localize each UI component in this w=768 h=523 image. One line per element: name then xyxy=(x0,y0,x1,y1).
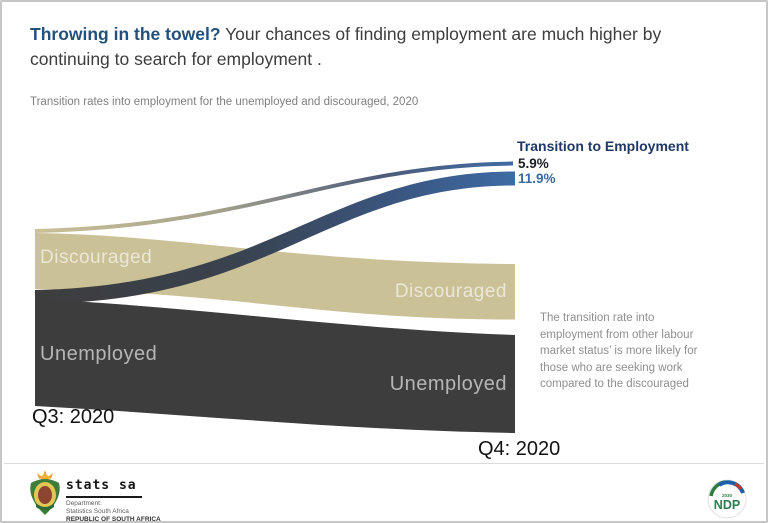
node-label-discouraged-q3: Discouraged xyxy=(40,247,153,268)
coat-of-arms-icon xyxy=(30,470,60,515)
ndp-label-text: NDP xyxy=(714,498,740,512)
legend-title: Transition to Employment xyxy=(517,138,689,154)
chart-subtitle: Transition rates into employment for the… xyxy=(30,96,419,108)
stats-sa-dept-line2: Statistics South Africa xyxy=(66,507,129,515)
stats-sa-rule xyxy=(66,496,142,498)
stats-sa-dept-line3: REPUBLIC OF SOUTH AFRICA xyxy=(66,515,161,523)
page-title: Throwing in the towel? Your chances of f… xyxy=(30,22,742,72)
legend-value-discouraged: 5.9% xyxy=(518,156,549,171)
footer-divider xyxy=(4,463,764,464)
flow-discouraged-to-discouraged xyxy=(35,233,515,320)
node-label-discouraged-q4: Discouraged xyxy=(394,281,507,302)
ndp-year-text: 2030 xyxy=(722,493,733,498)
stats-sa-logo: stats sa Department: Statistics South Af… xyxy=(66,478,161,523)
node-label-unemployed-q4: Unemployed xyxy=(389,373,507,395)
flow-discouraged-to-employment xyxy=(35,161,513,233)
axis-label-q3-2020: Q3: 2020 xyxy=(32,406,115,428)
legend-value-unemployed: 11.9% xyxy=(518,171,556,186)
ndp-logo-icon: 2030 NDP xyxy=(707,479,747,519)
flow-unemployed-to-employment xyxy=(35,171,515,304)
axis-label-q4-2020: Q4: 2020 xyxy=(478,438,561,460)
node-label-unemployed-q3: Unemployed xyxy=(40,343,158,365)
stats-sa-dept-line1: Department: xyxy=(66,499,102,507)
page-title-rest: Your chances of finding employment are m… xyxy=(30,24,662,69)
annotation-text: The transition rate into employment from… xyxy=(540,312,698,390)
page-title-emphasis: Throwing in the towel? xyxy=(30,24,221,44)
stats-sa-brand-text: stats sa xyxy=(66,478,137,493)
flow-unemployed-to-unemployed xyxy=(35,299,515,433)
